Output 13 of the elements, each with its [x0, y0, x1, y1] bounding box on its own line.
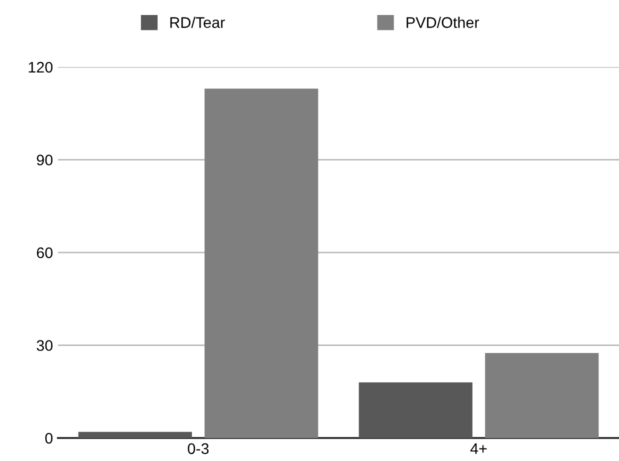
x-tick-label: 0-3 — [188, 443, 209, 454]
y-tick-label: 90 — [36, 154, 53, 166]
bar — [204, 88, 318, 438]
legend-label: RD/Tear — [170, 16, 225, 28]
x-tick-label: 4+ — [470, 443, 487, 454]
bar — [78, 432, 192, 438]
y-tick-label: 120 — [28, 62, 53, 73]
y-tick-label: 0 — [45, 432, 53, 444]
y-tick-label: 60 — [36, 247, 53, 258]
legend-label: PVD/Other — [406, 16, 480, 28]
bar — [358, 382, 472, 438]
y-tick-label: 30 — [36, 340, 53, 351]
bar — [485, 352, 599, 438]
